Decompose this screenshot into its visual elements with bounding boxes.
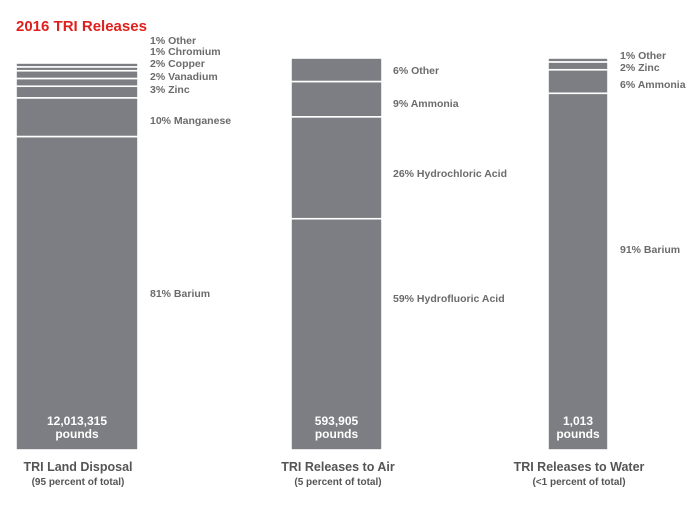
segment-label: 6% Ammonia xyxy=(620,79,686,91)
category-sublabel: (5 percent of total) xyxy=(294,477,381,488)
bar-total-unit: pounds xyxy=(315,427,359,441)
bar-segment xyxy=(15,85,139,99)
bar-segment xyxy=(290,217,383,451)
segment-label: 10% Manganese xyxy=(150,115,231,127)
bar-segment xyxy=(547,68,609,95)
segment-label: 9% Ammonia xyxy=(393,98,459,110)
bar-segment xyxy=(15,77,139,88)
bar-segment xyxy=(290,80,383,118)
bar-total-value: 1,013 xyxy=(563,414,593,428)
bar-segment xyxy=(547,92,609,451)
segment-label: 1% Other xyxy=(620,50,666,62)
bar-segment xyxy=(547,61,609,71)
category-label: TRI Releases to Air xyxy=(281,460,395,474)
bar-segment xyxy=(15,69,139,80)
segment-label: 1% Other xyxy=(150,35,196,47)
segment-label: 81% Barium xyxy=(150,288,210,300)
bar-total-value: 12,013,315 xyxy=(47,414,107,428)
bar-segment xyxy=(547,57,609,63)
bar-total-unit: pounds xyxy=(556,427,600,441)
chart-title: 2016 TRI Releases xyxy=(16,18,147,35)
segment-label: 26% Hydrochloric Acid xyxy=(393,168,507,180)
segment-label: 2% Vanadium xyxy=(150,71,218,83)
bar-group-2: 59% Hydrofluoric Acid 26% Hydrochloric Ac… xyxy=(281,57,507,488)
bar-segment xyxy=(15,135,139,451)
category-label: TRI Land Disposal xyxy=(23,460,132,474)
segment-label: 6% Other xyxy=(393,65,439,77)
segment-label: 3% Zinc xyxy=(150,84,190,96)
category-label: TRI Releases to Water xyxy=(514,460,645,474)
segment-label: 2% Zinc xyxy=(620,62,660,74)
segment-label: 59% Hydrofluoric Acid xyxy=(393,293,505,305)
bar-segment xyxy=(290,57,383,83)
category-sublabel: (<1 percent of total) xyxy=(532,477,625,488)
bar-segment xyxy=(15,62,139,68)
bar-segment xyxy=(290,116,383,220)
segment-label: 91% Barium xyxy=(620,244,680,256)
category-sublabel: (95 percent of total) xyxy=(32,477,125,488)
bar-segment xyxy=(15,97,139,138)
bar-total-unit: pounds xyxy=(55,427,99,441)
bar-total-value: 593,905 xyxy=(315,414,359,428)
segment-label: 1% Chromium xyxy=(150,46,221,58)
segment-label: 2% Copper xyxy=(150,58,205,70)
